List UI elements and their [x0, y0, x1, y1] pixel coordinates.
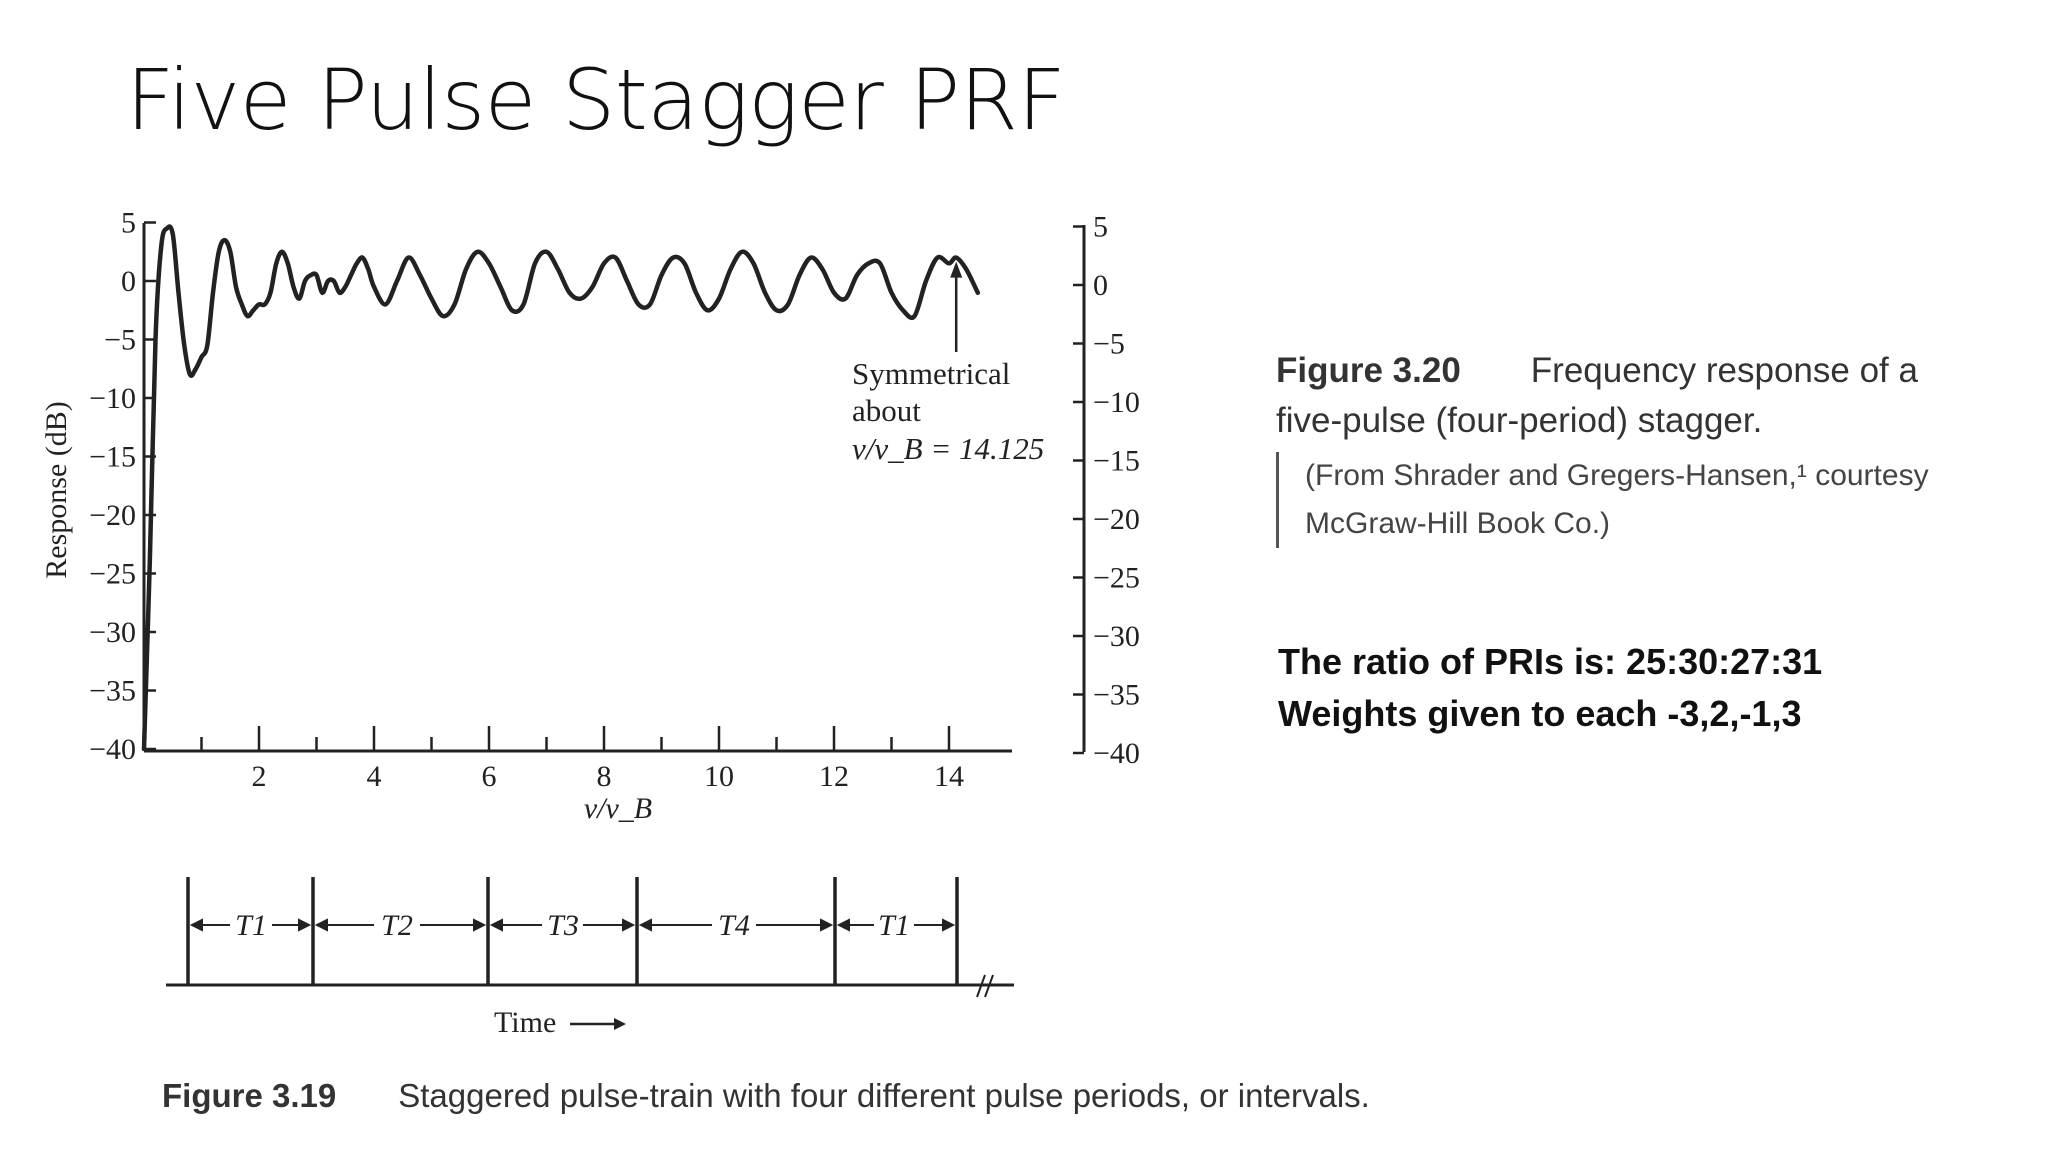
x-tick-label: 8	[597, 760, 612, 793]
right-tick-label: 5	[1093, 211, 1108, 244]
interval-label-t4: T4	[718, 909, 750, 942]
x-tick-label: 12	[819, 760, 849, 793]
interval-label-t1-repeat: T1	[878, 909, 910, 942]
x-tick-label: 10	[704, 760, 734, 793]
interval-arrows	[189, 918, 956, 932]
time-arrow-icon	[570, 1018, 626, 1030]
right-tick-label: −40	[1093, 737, 1140, 770]
figure-3-19-label: Figure 3.19	[162, 1077, 337, 1114]
chart-axes	[142, 223, 1086, 753]
right-y-ticks: 5 0 −5 −10 −15 −20 −25 −30 −35 −40	[1073, 211, 1140, 770]
figure-3-19-caption: Figure 3.19 Staggered pulse-train with fo…	[162, 1077, 1370, 1115]
right-tick-label: −20	[1093, 503, 1140, 536]
left-tick-label: 5	[121, 207, 136, 240]
x-ticks: 2 4 6 8 10 12 14	[200, 726, 964, 793]
annotation-arrow-head	[950, 261, 963, 278]
response-curve	[141, 224, 981, 752]
left-tick-label: −40	[89, 733, 136, 766]
figure-3-20-label: Figure 3.20	[1276, 351, 1461, 390]
left-tick-label: −25	[89, 558, 136, 591]
source-line-1: (From Shrader and Gregers-Hansen,¹ court…	[1305, 459, 1929, 492]
right-tick-label: −25	[1093, 562, 1140, 595]
right-tick-label: −15	[1093, 445, 1140, 478]
left-tick-label: −5	[104, 324, 136, 357]
left-tick-label: −30	[89, 616, 136, 649]
pri-ratio-note: The ratio of PRIs is: 25:30:27:31	[1278, 641, 1823, 682]
pulse-train-diagram: T1 T2 T3 T4 T1 Time	[166, 877, 1014, 1039]
x-tick-label: 4	[367, 760, 382, 793]
left-y-ticks: 5 0 −5 −10 −15 −20 −25 −30 −35 −40	[89, 207, 156, 766]
weights-note: Weights given to each -3,2,-1,3	[1278, 693, 1802, 734]
symmetry-annotation: Symmetrical about ν/ν_B = 14.125	[852, 261, 1044, 466]
interval-label-t3: T3	[547, 909, 579, 942]
left-tick-label: 0	[121, 265, 136, 298]
slide-title: Five Pulse Stagger PRF	[126, 51, 1066, 149]
annotation-line-2: about	[852, 393, 921, 428]
x-tick-label: 14	[934, 760, 964, 793]
left-tick-label: −20	[89, 499, 136, 532]
figure-3-20-caption: Figure 3.20 Frequency response of a five-…	[1276, 346, 2036, 548]
figure-3-20-caption-part1: Frequency response of a	[1530, 351, 1918, 390]
figure-3-19-text: Staggered pulse-train with four differen…	[398, 1077, 1370, 1114]
left-tick-label: −35	[89, 675, 136, 708]
right-tick-label: 0	[1093, 269, 1108, 302]
annotation-line-1: Symmetrical	[852, 356, 1010, 391]
right-tick-label: −5	[1093, 328, 1125, 361]
left-tick-label: −10	[89, 382, 136, 415]
x-tick-label: 2	[252, 760, 267, 793]
interval-label-t2: T2	[381, 909, 413, 942]
y-axis-label: Response (dB)	[40, 401, 73, 578]
axis-break-mark	[976, 974, 994, 998]
figure-3-20-caption-part2: five-pulse (four-period) stagger.	[1276, 401, 1763, 440]
right-tick-label: −30	[1093, 620, 1140, 653]
right-tick-label: −35	[1093, 679, 1140, 712]
figure-3-20-source: (From Shrader and Gregers-Hansen,¹ court…	[1276, 452, 2036, 548]
stagger-notes: The ratio of PRIs is: 25:30:27:31 Weight…	[1278, 636, 1822, 740]
annotation-line-3: ν/ν_B = 14.125	[852, 431, 1044, 466]
interval-label-t1: T1	[235, 909, 267, 942]
time-label: Time	[494, 1006, 556, 1039]
pulse-lines	[186, 877, 959, 985]
source-line-2: McGraw-Hill Book Co.)	[1305, 507, 1611, 540]
left-tick-label: −15	[89, 441, 136, 474]
x-axis-label: ν/ν_B	[584, 792, 652, 825]
right-tick-label: −10	[1093, 386, 1140, 419]
x-tick-label: 6	[482, 760, 497, 793]
